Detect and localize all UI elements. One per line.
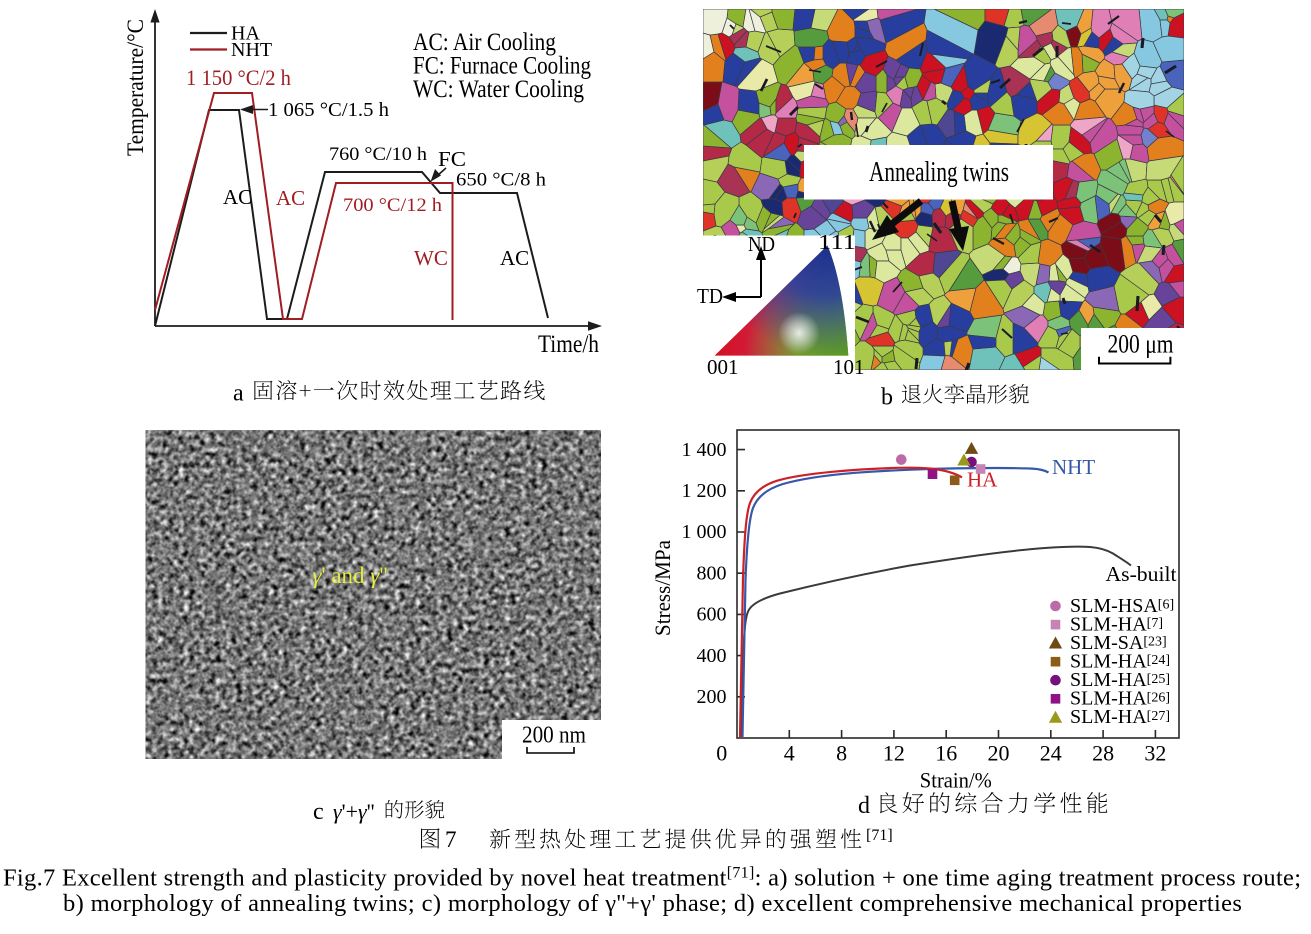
svg-text:700 °C/12 h: 700 °C/12 h [343,195,443,216]
svg-text:Time/h: Time/h [538,331,599,358]
svg-text:32: 32 [1144,741,1166,766]
svg-text:800: 800 [697,562,727,584]
svg-text:AC: Air Cooling: AC: Air Cooling [413,29,556,56]
svg-text:24: 24 [1040,741,1062,766]
svg-text:c: c [313,799,324,825]
svg-text:AC: AC [223,185,252,209]
svg-text:WC: WC [414,246,448,270]
svg-text:600: 600 [697,604,727,626]
svg-text:SLM-HSA[6]: SLM-HSA[6] [1070,595,1174,617]
svg-text:111: 111 [818,230,856,254]
svg-text:1 000: 1 000 [682,521,727,543]
svg-text:0: 0 [716,741,727,766]
svg-text:FC: FC [438,147,466,171]
svg-text:650 °C/8 h: 650 °C/8 h [456,170,547,191]
svg-text:760 °C/10 h: 760 °C/10 h [329,144,428,165]
svg-text:FC: Furnace Cooling: FC: Furnace Cooling [413,53,591,80]
svg-text:WC: Water Cooling: WC: Water Cooling [413,76,584,103]
svg-text:28: 28 [1092,741,1114,766]
svg-text:SLM-SA[23]: SLM-SA[23] [1070,632,1167,654]
svg-text:SLM-HA[26]: SLM-HA[26] [1070,688,1170,710]
svg-text:Stress/MPa: Stress/MPa [650,540,675,636]
svg-text:101: 101 [833,355,865,379]
svg-text:As-built: As-built [1106,562,1177,586]
svg-text:a: a [233,381,244,407]
svg-text:NHT: NHT [231,39,272,61]
svg-text:20: 20 [988,741,1010,766]
svg-text:400: 400 [697,645,727,667]
svg-text:Strain/%: Strain/% [920,768,992,793]
svg-text:200 μm: 200 μm [1108,330,1174,359]
svg-text:[71]: [71] [866,827,893,844]
svg-text:Temperature/°C: Temperature/°C [123,19,148,156]
svg-text:SLM-HA[25]: SLM-HA[25] [1070,669,1170,691]
svg-text:γ' and γ'': γ' and γ'' [312,563,387,588]
svg-text:b) morphology of annealing twi: b) morphology of annealing twins; c) mor… [63,890,1242,917]
svg-text:1 150 °C/2 h: 1 150 °C/2 h [186,65,291,90]
svg-text:ND: ND [748,232,775,256]
svg-text:8: 8 [836,741,847,766]
svg-text:1 200: 1 200 [682,480,727,502]
svg-text:7: 7 [445,827,457,852]
svg-text:1 400: 1 400 [682,439,727,461]
svg-text:001: 001 [707,355,739,379]
svg-text:SLM-HA[27]: SLM-HA[27] [1070,706,1170,728]
svg-text:4: 4 [784,741,795,766]
svg-text:TD: TD [697,284,723,308]
svg-text:200: 200 [697,686,727,708]
svg-text:d: d [858,793,870,819]
svg-text:Fig.7 Excellent strength and p: Fig.7 Excellent strength and plasticity … [3,865,1301,892]
svg-text:SLM-HA[7]: SLM-HA[7] [1070,613,1163,635]
svg-text:12: 12 [883,741,905,766]
svg-text:γ'+γ'': γ'+γ'' [333,799,375,824]
svg-text:200 nm: 200 nm [522,723,586,749]
svg-text:AC: AC [500,246,529,270]
svg-text:HA: HA [231,23,260,45]
svg-text:16: 16 [935,741,957,766]
svg-text:SLM-HA[24]: SLM-HA[24] [1070,650,1170,672]
svg-text:b: b [881,384,893,410]
svg-text:NHT: NHT [1052,455,1095,479]
svg-text:AC: AC [276,186,305,210]
svg-text:Annealing twins: Annealing twins [869,157,1009,188]
svg-text:1 065 °C/1.5 h: 1 065 °C/1.5 h [268,99,389,121]
